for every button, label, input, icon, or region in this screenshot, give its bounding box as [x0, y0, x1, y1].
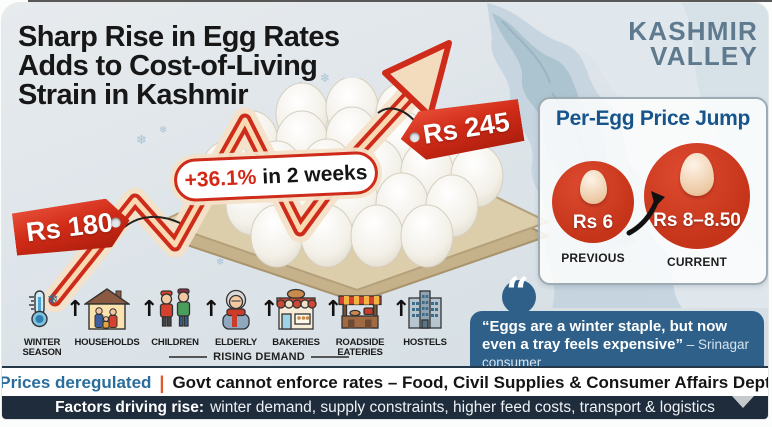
children-icon [159, 288, 191, 327]
panel-title: Per-Egg Price Jump [555, 107, 751, 130]
current-price-value: Rs 8–8.50 [653, 210, 741, 231]
demand-item-winter-season: ❄ WINTER SEASON [14, 288, 70, 358]
factors-bar: Factors driving rise: winter demand, sup… [2, 396, 768, 419]
factors-lead: Factors driving rise: [55, 399, 205, 416]
region-line: VALLEY [650, 41, 758, 71]
bakery-shop-icon [276, 288, 317, 330]
factors-text: winter demand, supply constraints, highe… [210, 399, 715, 416]
rising-demand-caption: RISING DEMAND [150, 351, 368, 363]
house-family-icon [82, 288, 132, 330]
demand-item-label: ELDERLY [214, 337, 258, 348]
egg-icon [680, 153, 714, 196]
snowflake-icon: ❄ [320, 71, 331, 85]
rising-demand-text: RISING DEMAND [213, 351, 305, 363]
region-line: KASHMIR [628, 16, 758, 46]
demand-item-roadside-eateries: ROADSIDE EATERIES [324, 288, 396, 358]
title-line: Sharp Rise in Egg Rates [18, 21, 340, 53]
demand-item-bakeries: BAKERIES [265, 288, 327, 348]
svg-text:❄: ❄ [47, 292, 59, 308]
snowflake-icon: ❄ [136, 133, 147, 148]
top-edge-line [28, 0, 772, 2]
old-price-tag: Rs 180 [11, 196, 132, 259]
demand-item-label: WINTER SEASON [22, 337, 62, 358]
region-label: KASHMIR VALLEY [628, 16, 758, 71]
deregulation-lead: Prices deregulated [2, 373, 152, 392]
elderly-person-icon [222, 289, 250, 330]
hostel-building-icon [408, 290, 442, 329]
quote-text: “Eggs are a winter staple, but now even … [482, 318, 728, 353]
percent-change-period: in 2 weeks [261, 160, 368, 189]
thermometer-snowflake-icon: ❄ [29, 290, 59, 328]
current-label: CURRENT [666, 255, 728, 269]
demand-item-label: ROADSIDE EATERIES [335, 337, 385, 358]
previous-price-circle: Rs 6 [552, 161, 634, 243]
rule-line [169, 356, 208, 358]
per-egg-price-panel: Per-Egg Price Jump Rs 6 Rs 8–8.50 PREVIO… [538, 97, 768, 285]
food-stall-icon [338, 295, 382, 329]
demand-item-children: CHILDREN [147, 288, 203, 348]
quote-marks-icon: “ [506, 269, 530, 316]
page-title: Sharp Rise in Egg Rates Adds to Cost-of-… [18, 21, 340, 111]
quote-bubble-icon: “ [502, 273, 536, 314]
demand-item-label: BAKERIES [272, 337, 320, 348]
infographic-card: ❄ ❄ ❄ ❄ ❄ ❄ ❄ ❄ ❄ [2, 3, 768, 419]
demand-item-elderly: ELDERLY [207, 288, 265, 348]
jump-arrow-icon [626, 191, 665, 236]
current-price-circle: Rs 8–8.50 [644, 143, 750, 249]
demand-item-label: HOUSEHOLDS [74, 337, 140, 348]
new-price-value: Rs 245 [420, 106, 512, 150]
title-line: Adds to Cost-of-Living [18, 50, 318, 82]
previous-label: PREVIOUS [561, 251, 625, 265]
page-curl-icon [732, 396, 754, 408]
snowflake-icon: ❄ [422, 51, 432, 64]
demand-item-label: CHILDREN [151, 337, 199, 348]
divider-mark: | [159, 372, 165, 393]
demand-item-hostels: HOSTELS [396, 288, 454, 348]
old-price-value: Rs 180 [24, 207, 115, 248]
price-change-badge: +36.1% in 2 weeks [173, 150, 379, 203]
percent-change-value: +36.1% [184, 165, 257, 192]
rule-line [310, 356, 349, 358]
demand-item-label: HOSTELS [403, 337, 447, 348]
egg-icon [580, 170, 607, 204]
title-line: Strain in Kashmir [18, 79, 249, 111]
deregulation-bar: Prices deregulated | Govt cannot enforce… [2, 366, 768, 398]
previous-price-value: Rs 6 [572, 212, 614, 233]
deregulation-text: Govt cannot enforce rates – Food, Civil … [172, 373, 768, 392]
demand-item-households: HOUSEHOLDS [72, 288, 142, 348]
